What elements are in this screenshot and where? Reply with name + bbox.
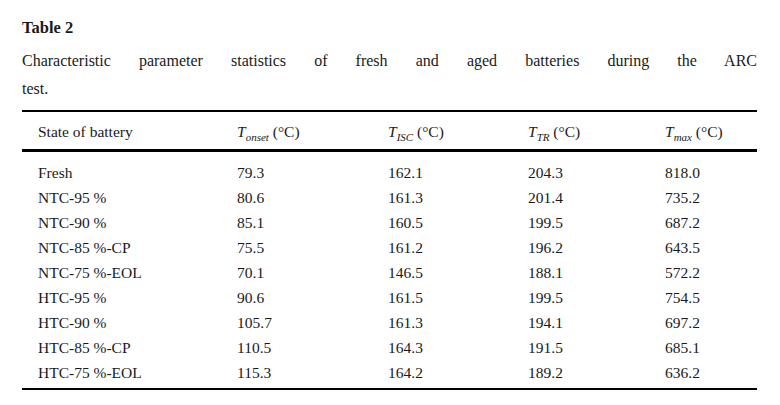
cell-t-max: 754.5 [665, 289, 757, 307]
table-row-ntc-75-eol: NTC-75 %-EOL 70.1 146.5 188.1 572.2 [22, 260, 757, 285]
cell-t-max: 697.2 [665, 314, 757, 332]
cell-t-isc: 146.5 [388, 264, 528, 282]
cell-battery-state: NTC-75 %-EOL [38, 264, 237, 282]
unit-celsius: (°C) [273, 123, 300, 140]
cell-t-isc: 164.2 [388, 364, 528, 382]
header-t-tr: TTR (°C) [528, 123, 665, 141]
header-t-max: Tmax (°C) [665, 123, 757, 141]
table-row-ntc-85-cp: NTC-85 %-CP 75.5 161.2 196.2 643.5 [22, 235, 757, 260]
cell-t-onset: 80.6 [237, 189, 388, 207]
cell-t-tr: 189.2 [528, 364, 665, 382]
cell-t-tr: 201.4 [528, 189, 665, 207]
table-body: Fresh 79.3 162.1 204.3 818.0 NTC-95 % 80… [0, 160, 780, 386]
cell-t-tr: 199.5 [528, 289, 665, 307]
cell-t-isc: 161.2 [388, 239, 528, 257]
caption-line-1: Characteristic parameter statistics of f… [22, 47, 757, 75]
t-max-subscript: max [674, 131, 692, 141]
cell-t-max: 636.2 [665, 364, 757, 382]
table-top-rule [22, 110, 757, 112]
cell-t-tr: 199.5 [528, 214, 665, 232]
cell-t-tr: 191.5 [528, 339, 665, 357]
table-row-ntc-90: NTC-90 % 85.1 160.5 199.5 687.2 [22, 210, 757, 235]
cell-t-onset: 110.5 [237, 339, 388, 357]
cell-t-max: 572.2 [665, 264, 757, 282]
table-row-htc-90: HTC-90 % 105.7 161.3 194.1 697.2 [22, 311, 757, 336]
cell-battery-state: HTC-95 % [38, 289, 237, 307]
cell-t-tr: 188.1 [528, 264, 665, 282]
cell-t-max: 687.2 [665, 214, 757, 232]
table-bottom-rule [22, 388, 757, 390]
header-state-of-battery: State of battery [38, 123, 237, 141]
cell-t-isc: 161.5 [388, 289, 528, 307]
cell-battery-state: HTC-85 %-CP [38, 339, 237, 357]
table-row-htc-75-eol: HTC-75 %-EOL 115.3 164.2 189.2 636.2 [22, 361, 757, 386]
table-header-rule [22, 149, 757, 152]
unit-celsius: (°C) [417, 123, 444, 140]
paper-page: Table 2 Characteristic parameter statist… [0, 0, 780, 405]
unit-celsius: (°C) [553, 123, 580, 140]
cell-t-max: 685.1 [665, 339, 757, 357]
header-t-isc: TISC (°C) [388, 123, 528, 141]
cell-battery-state: NTC-85 %-CP [38, 239, 237, 257]
cell-t-max: 735.2 [665, 189, 757, 207]
cell-t-isc: 162.1 [388, 164, 528, 182]
cell-t-tr: 204.3 [528, 164, 665, 182]
cell-t-onset: 115.3 [237, 364, 388, 382]
table-row-htc-85-cp: HTC-85 %-CP 110.5 164.3 191.5 685.1 [22, 336, 757, 361]
cell-t-onset: 79.3 [237, 164, 388, 182]
cell-t-onset: 90.6 [237, 289, 388, 307]
caption-line-2: test. [22, 75, 757, 103]
cell-battery-state: HTC-75 %-EOL [38, 364, 237, 382]
t-symbol: T [665, 123, 674, 140]
cell-t-max: 643.5 [665, 239, 757, 257]
cell-t-tr: 194.1 [528, 314, 665, 332]
table-title: Table 2 [22, 18, 757, 38]
t-symbol: T [388, 123, 397, 140]
t-onset-subscript: onset [246, 131, 269, 141]
cell-battery-state: Fresh [38, 164, 237, 182]
cell-t-isc: 164.3 [388, 339, 528, 357]
t-isc-subscript: ISC [397, 131, 414, 141]
unit-celsius: (°C) [696, 123, 723, 140]
cell-t-tr: 196.2 [528, 239, 665, 257]
cell-t-onset: 70.1 [237, 264, 388, 282]
table-caption: Characteristic parameter statistics of f… [22, 47, 757, 103]
cell-t-onset: 105.7 [237, 314, 388, 332]
table-row-ntc-95: NTC-95 % 80.6 161.3 201.4 735.2 [22, 185, 757, 210]
cell-t-max: 818.0 [665, 164, 757, 182]
cell-battery-state: HTC-90 % [38, 314, 237, 332]
t-symbol: T [528, 123, 537, 140]
cell-t-isc: 160.5 [388, 214, 528, 232]
table-header-row: State of battery Tonset (°C) TISC (°C) T… [22, 118, 757, 146]
header-t-onset: Tonset (°C) [237, 123, 388, 141]
table-row-htc-95: HTC-95 % 90.6 161.5 199.5 754.5 [22, 285, 757, 310]
cell-battery-state: NTC-95 % [38, 189, 237, 207]
cell-battery-state: NTC-90 % [38, 214, 237, 232]
cell-t-onset: 85.1 [237, 214, 388, 232]
table-row-fresh: Fresh 79.3 162.1 204.3 818.0 [22, 160, 757, 185]
t-symbol: T [237, 123, 246, 140]
cell-t-isc: 161.3 [388, 314, 528, 332]
t-tr-subscript: TR [537, 131, 550, 141]
cell-t-onset: 75.5 [237, 239, 388, 257]
cell-t-isc: 161.3 [388, 189, 528, 207]
